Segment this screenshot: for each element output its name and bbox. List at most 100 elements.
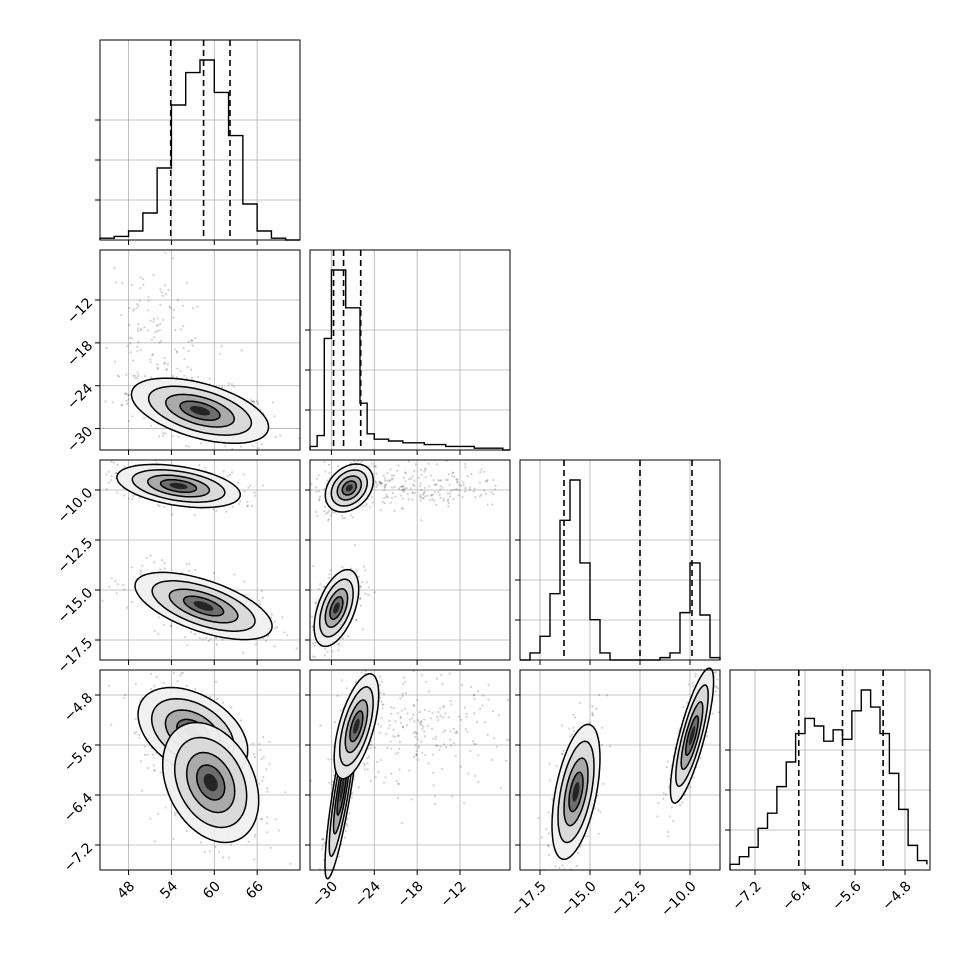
panel-2-2 <box>515 460 720 665</box>
sample-point <box>130 284 133 287</box>
sample-point <box>345 823 348 826</box>
sample-point <box>128 306 131 309</box>
sample-point <box>593 807 596 810</box>
sample-point <box>181 671 184 674</box>
sample-point <box>328 573 331 576</box>
sample-point <box>394 735 397 738</box>
sample-point <box>329 569 332 572</box>
sample-point <box>435 463 438 466</box>
sample-point <box>220 345 223 348</box>
sample-point <box>365 504 368 507</box>
sample-point <box>403 490 406 493</box>
sample-point <box>149 358 152 361</box>
sample-point <box>537 817 540 820</box>
sample-point <box>127 393 131 397</box>
sample-point <box>422 492 426 495</box>
sample-point <box>363 565 366 568</box>
sample-point <box>492 492 495 496</box>
sample-point <box>473 774 477 778</box>
sample-point <box>435 483 438 486</box>
sample-point <box>122 584 125 587</box>
sample-point <box>196 305 199 308</box>
sample-point <box>115 472 118 475</box>
sample-point <box>469 488 472 491</box>
sample-point <box>331 783 334 787</box>
sample-point <box>152 320 155 323</box>
sample-point <box>162 505 165 508</box>
sample-point <box>547 832 551 835</box>
sample-point <box>162 432 165 435</box>
sample-point <box>424 468 427 471</box>
sample-point <box>114 580 117 583</box>
sample-point <box>317 474 320 477</box>
sample-point <box>430 728 434 731</box>
sample-point <box>399 715 402 719</box>
sample-point <box>261 779 264 783</box>
sample-point <box>405 724 408 727</box>
sample-point <box>239 500 242 503</box>
sample-point <box>450 703 453 706</box>
sample-point <box>171 513 174 516</box>
sample-point <box>561 753 564 756</box>
sample-point <box>452 471 455 474</box>
sample-point <box>104 400 107 403</box>
sample-point <box>209 695 212 699</box>
sample-point <box>136 345 139 348</box>
sample-point <box>252 400 255 403</box>
sample-point <box>147 299 150 302</box>
sample-point <box>381 703 384 706</box>
sample-point <box>182 325 185 328</box>
sample-point <box>397 782 400 786</box>
sample-point <box>466 475 469 478</box>
sample-point <box>433 795 437 798</box>
sample-point <box>163 562 166 565</box>
sample-point <box>456 481 459 484</box>
sample-point <box>484 492 488 495</box>
sample-point <box>428 498 431 501</box>
sample-point <box>423 490 426 493</box>
sample-point <box>464 462 467 466</box>
sample-point <box>247 840 250 843</box>
sample-point <box>324 506 327 509</box>
sample-point <box>136 376 139 379</box>
sample-point <box>423 730 426 733</box>
sample-point <box>595 707 598 711</box>
sample-point <box>442 730 445 734</box>
sample-point <box>153 561 156 564</box>
sample-point <box>434 490 437 493</box>
sample-point <box>262 776 265 779</box>
sample-point <box>264 639 267 642</box>
sample-point <box>446 492 449 495</box>
sample-point <box>423 486 426 489</box>
sample-point <box>473 742 476 745</box>
sample-point <box>561 864 564 867</box>
sample-point <box>416 719 419 722</box>
sample-point <box>170 624 173 627</box>
sample-point <box>157 616 160 619</box>
sample-point <box>416 699 419 702</box>
sample-point <box>480 468 483 471</box>
sample-point <box>183 374 186 377</box>
sample-point <box>404 472 408 475</box>
sample-point <box>401 683 404 686</box>
sample-point <box>132 359 135 362</box>
sample-point <box>204 466 207 469</box>
sample-point <box>453 475 456 478</box>
sample-point <box>476 721 479 724</box>
sample-point <box>349 567 353 570</box>
sample-point <box>415 753 418 756</box>
sample-point <box>116 491 119 494</box>
sample-point <box>435 677 438 680</box>
sample-point <box>605 694 609 697</box>
sample-point <box>187 445 191 448</box>
sample-point <box>390 712 393 715</box>
sample-point <box>359 597 362 600</box>
sample-point <box>243 490 246 493</box>
sample-point <box>378 675 382 678</box>
sample-point <box>699 756 702 759</box>
sample-point <box>383 496 386 499</box>
sample-point <box>190 368 193 371</box>
sample-point <box>431 711 434 715</box>
sample-point <box>716 687 719 690</box>
sample-point <box>413 469 416 472</box>
